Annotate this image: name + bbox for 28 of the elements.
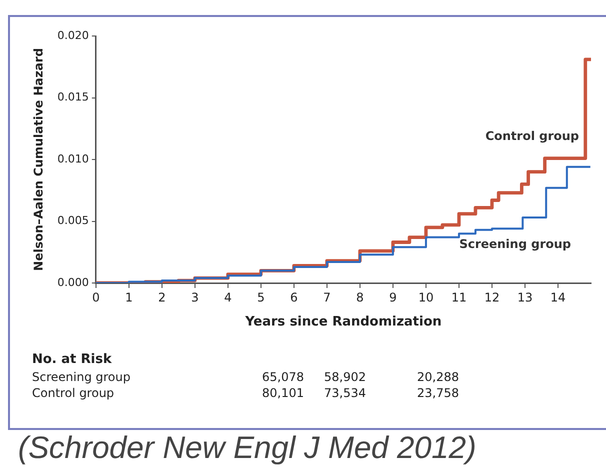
text: Control group 80,101 73,534 23,758 bbox=[32, 386, 459, 400]
x-axis-title: Years since Randomization bbox=[244, 314, 442, 330]
series-label: Control group bbox=[485, 129, 580, 144]
x-tick-label: 5 bbox=[257, 290, 265, 304]
x-tick-label: 0 bbox=[92, 290, 100, 304]
x-tick-label: 6 bbox=[290, 290, 298, 304]
series-label: Screening group bbox=[459, 237, 572, 252]
y-tick-label: 0.000 bbox=[57, 276, 89, 289]
x-tick-label: 9 bbox=[389, 290, 397, 304]
text: No. at Risk bbox=[32, 352, 113, 367]
x-tick-label: 3 bbox=[191, 290, 199, 304]
x-tick-label: 2 bbox=[158, 290, 166, 304]
x-tick-label: 7 bbox=[323, 290, 331, 304]
y-tick-label: 0.015 bbox=[57, 90, 89, 104]
x-tick-label: 4 bbox=[224, 290, 232, 304]
x-tick-label: 8 bbox=[356, 290, 364, 304]
y-tick-label: 0.005 bbox=[57, 214, 89, 228]
y-axis-title: Nelson–Aalen Cumulative Hazard bbox=[31, 48, 46, 271]
x-tick-label: 1 bbox=[125, 290, 133, 304]
x-tick-label: 13 bbox=[517, 290, 533, 304]
text: (Schroder New Engl J Med 2012) bbox=[18, 430, 476, 466]
x-tick-label: 11 bbox=[451, 290, 467, 304]
text: Screening group 65,078 58,902 20,288 bbox=[32, 370, 459, 384]
x-tick-label: 10 bbox=[418, 290, 434, 304]
y-tick-label: 0.020 bbox=[57, 28, 89, 42]
x-tick-label: 14 bbox=[550, 290, 566, 304]
x-tick-label: 12 bbox=[484, 290, 500, 304]
y-tick-label: 0.010 bbox=[57, 152, 89, 166]
